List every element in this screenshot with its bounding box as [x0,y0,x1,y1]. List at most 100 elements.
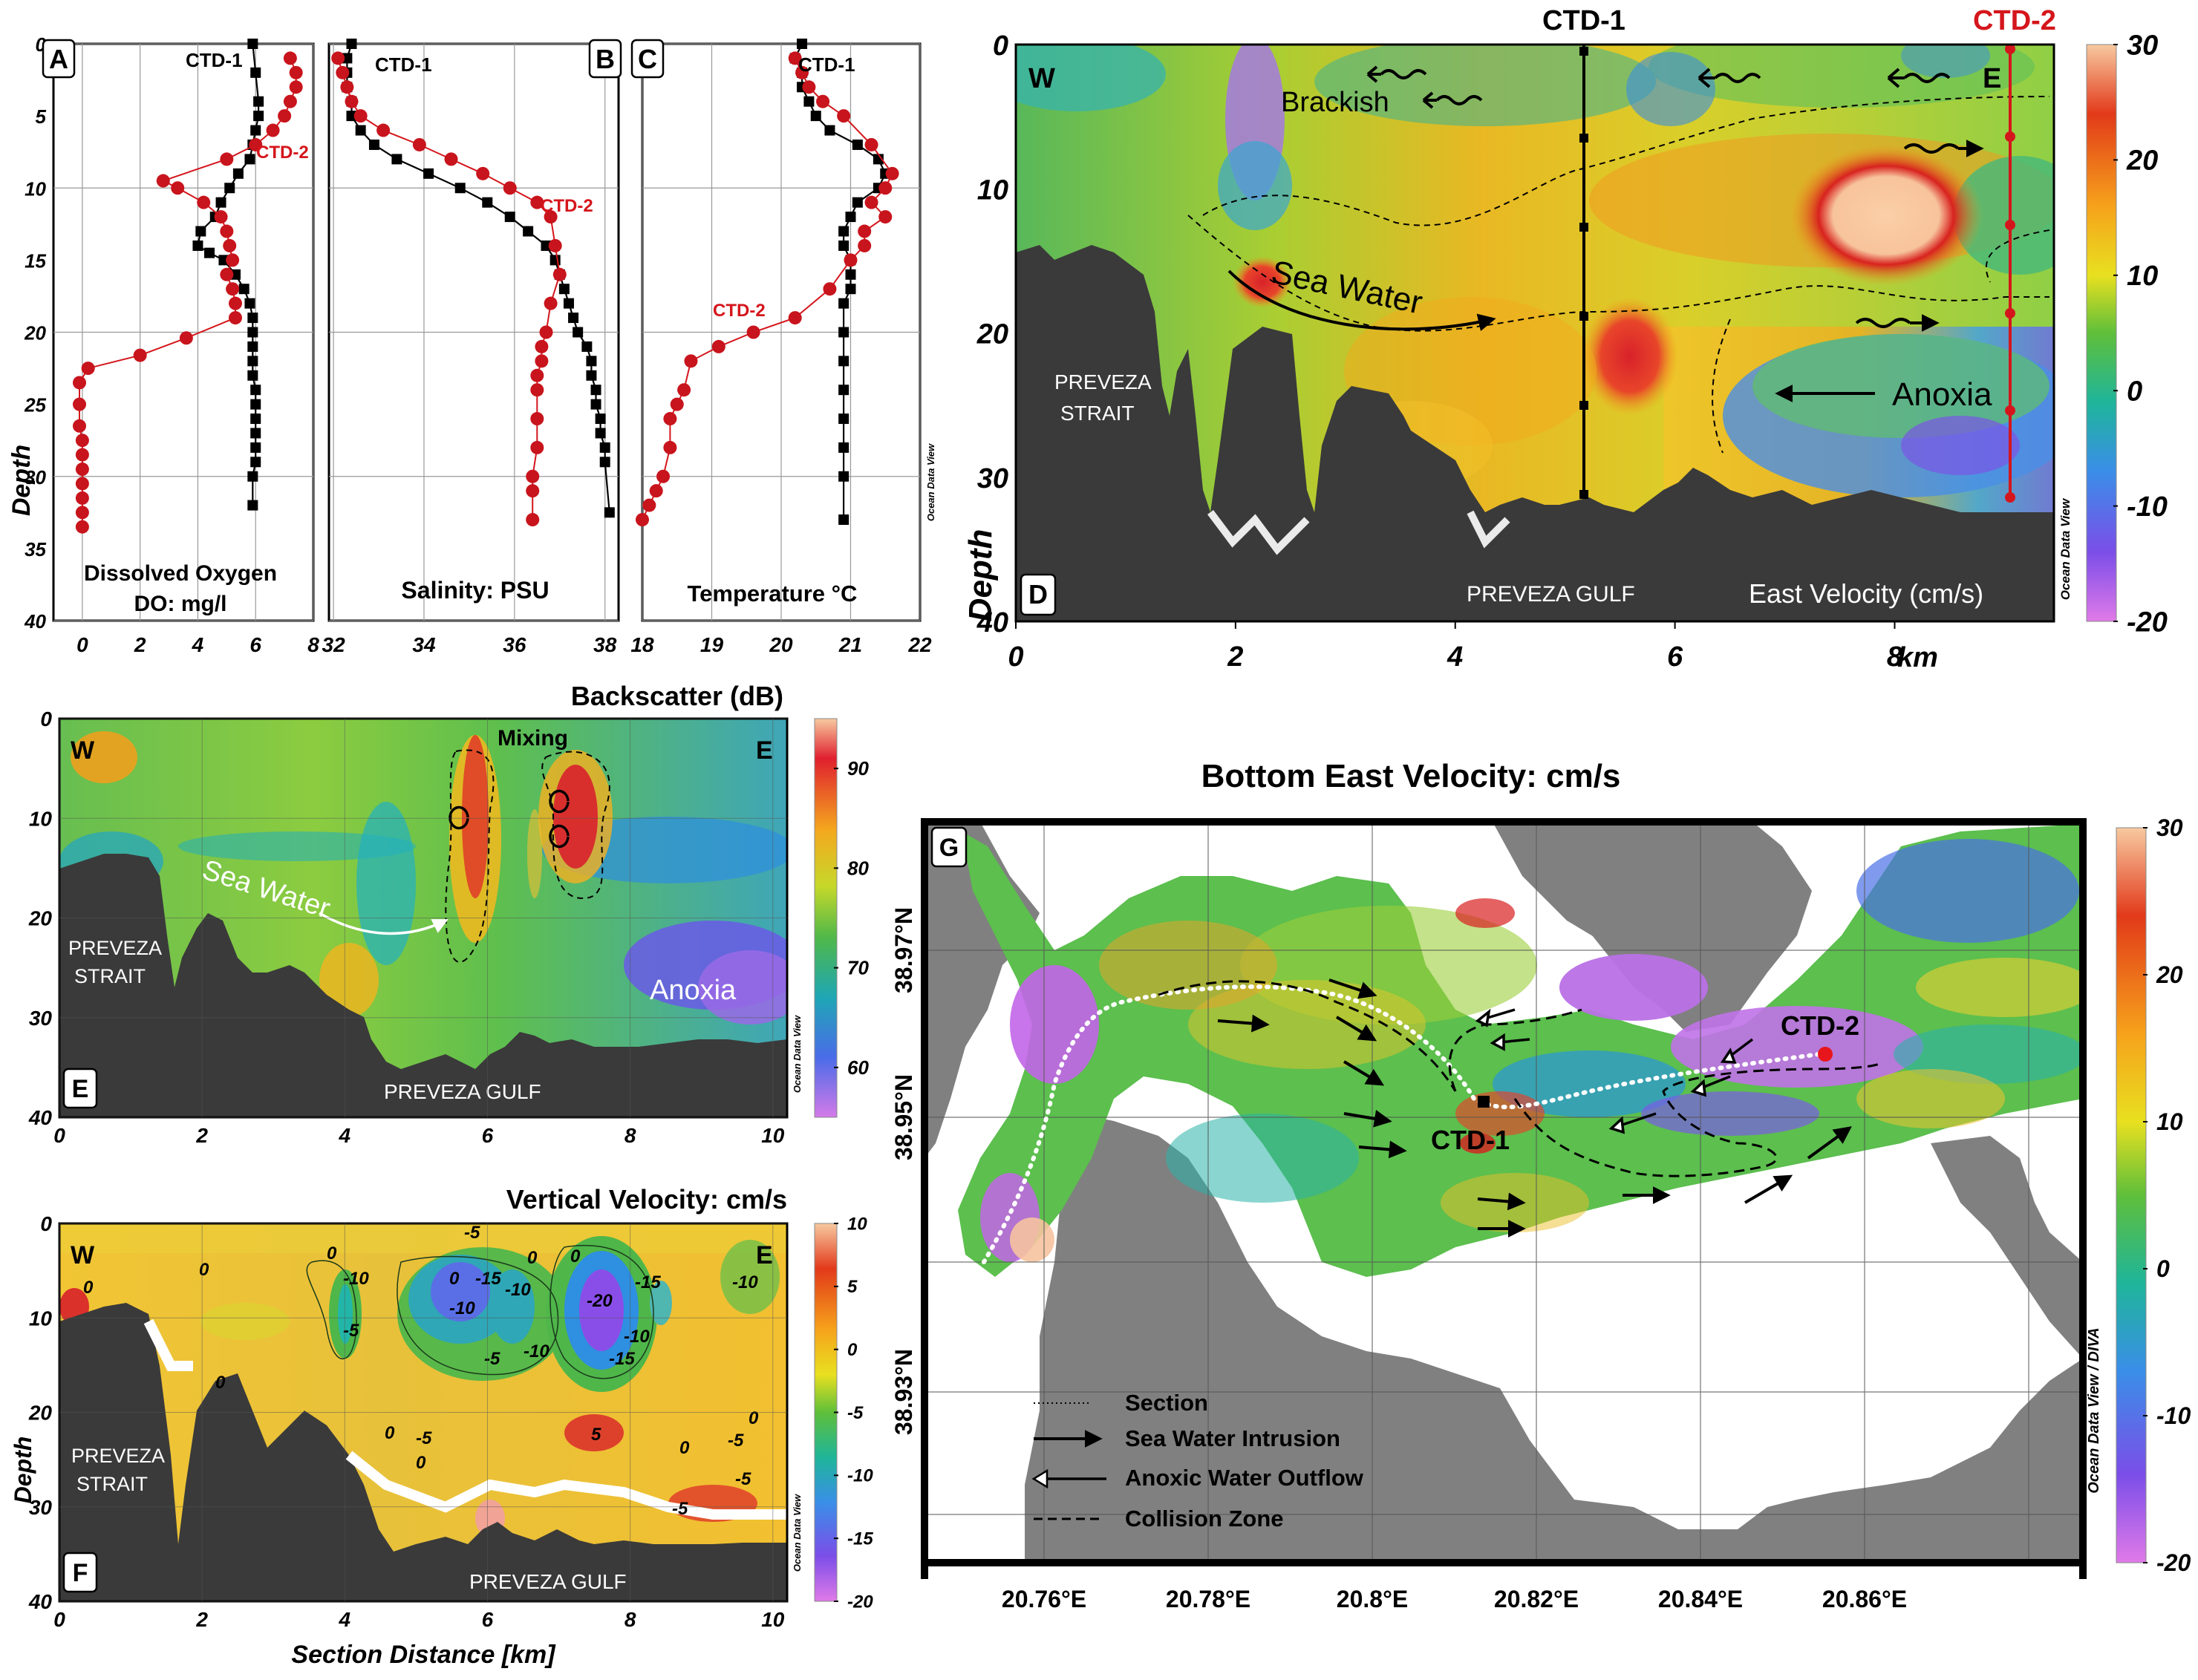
x-tick-label: 18 [630,633,654,656]
x-tick-label: 0 [76,633,88,656]
colorbar-tick-label: 80 [847,857,869,879]
panel-f-strait-line2: STRAIT [76,1473,148,1495]
data-point-ctd2 [670,397,684,411]
data-point-ctd1 [586,356,597,367]
contour-label: 5 [591,1425,601,1445]
panel-a-ctd2-label: CTD-2 [256,143,309,163]
panel-e-colorbar-ticks: 90 80 70 60 [834,757,869,1079]
panel-g-title: Bottom East Velocity: cm/s [1201,758,1621,794]
data-point-ctd2 [133,348,147,362]
data-point-ctd2 [229,311,242,325]
data-point-ctd1 [368,139,379,150]
map-legend: Section Sea Water Intrusion Anoxic Water… [1031,1390,1364,1532]
data-point-ctd2 [823,282,837,296]
data-point-ctd2 [816,94,830,108]
y-tick-label: 40 [24,610,46,633]
data-point-ctd1 [247,313,258,324]
data-point-ctd2 [223,238,237,252]
y-tick-label: 30 [977,463,1008,494]
data-point-ctd2 [220,267,234,281]
panel-d-strait-line2: STRAIT [1060,402,1135,425]
data-point-ctd2 [81,362,95,376]
panel-e-anoxia-label: Anoxia [650,975,737,1006]
x-tick-label: 20 [769,633,793,656]
panel-f-letter: F [73,1559,88,1587]
data-point-ctd2 [289,65,303,79]
data-point-ctd2 [711,339,725,353]
panel-f-gulf-label: PREVEZA GULF [469,1570,627,1593]
panel-e-bathymetry [59,854,787,1117]
data-point-ctd2 [677,383,691,397]
contour-label: 0 [385,1423,395,1443]
map-ctd1-marker [1478,1096,1490,1108]
contour-label: -15 [609,1349,635,1369]
data-point-ctd2 [376,123,391,137]
lon-tick-label: 20.78°E [1166,1586,1250,1612]
contour-label: -5 [728,1431,744,1451]
panel-d-tick-labels: 0 2 4 6 8 0 10 20 30 40 [976,30,1903,673]
data-point-ctd1 [838,327,849,338]
x-tick-label: 2 [134,633,146,656]
panel-d-ctd1-label: CTD-1 [1542,5,1625,36]
contour-label: -15 [475,1269,501,1289]
data-point-ctd2 [649,484,663,498]
x-tick-label: 8 [624,1608,636,1631]
data-point-ctd1 [595,414,606,425]
contour-label: -10 [524,1341,550,1362]
contour-label: -10 [624,1327,650,1347]
panel-d-colorbar [2086,44,2117,622]
panel-b-letter: B [596,44,615,74]
data-point-ctd1 [346,111,357,122]
x-tick-label: 0 [1008,641,1023,673]
data-point-ctd2 [75,520,89,534]
data-point-ctd1 [204,247,215,258]
colorbar-tick-label: 20 [2156,961,2183,988]
data-point-ctd2 [229,296,242,310]
data-point-ctd2 [75,491,89,505]
panel-d-xunit: km [1897,642,1938,673]
data-point-ctd1 [247,500,258,511]
data-point-ctd2 [526,469,540,483]
contour-label: -10 [732,1272,758,1292]
data-point-ctd2 [289,80,303,94]
data-point-ctd1 [838,442,849,453]
panel-c-letter-box [630,39,665,79]
panel-g-letter: G [939,834,959,862]
contour-label: 0 [527,1248,538,1268]
map-section-line [982,984,1822,1264]
data-point-ctd2 [636,513,649,527]
panel-d-ylabel: Depth [962,529,999,622]
data-point-ctd2 [663,440,677,454]
data-point-ctd2 [878,181,893,195]
colorbar-tick-label: -10 [847,1466,873,1486]
panel-f-contour-labels: 00 -10-5-15-10-10-50-10-20-15-10-15-50000… [83,1223,759,1519]
map-land-east [1931,1136,2083,1359]
colorbar-tick-label: -20 [2127,607,2168,638]
data-point-ctd2 [331,51,345,65]
data-point-ctd1 [573,327,584,338]
panel-d-e-label: E [1983,63,2001,94]
data-point-ctd1 [586,370,597,381]
x-tick-label: 21 [838,633,862,656]
data-point-ctd1 [550,255,561,266]
data-point-ctd2 [283,94,297,108]
panel-d-strait-line1: PREVEZA [1054,370,1152,393]
map-border-ticks [921,818,2087,1579]
data-point-ctd2 [266,123,280,137]
lon-tick-label: 20.82°E [1494,1586,1579,1612]
contour-label: 0 [449,1269,460,1289]
colorbar-tick-label: -5 [847,1403,864,1423]
contour-label: -10 [343,1269,369,1289]
data-point-ctd2 [548,238,562,252]
data-point-ctd2 [858,224,872,238]
panel-d: CTD-1 CTD-2 W E Brackish Sea Water Anoxi… [962,5,2168,673]
x-tick-label: 0 [53,1608,65,1631]
panel-c-letter: C [638,44,657,74]
colorbar-tick-label: 5 [847,1277,858,1297]
x-tick-label: 8 [1887,641,1903,673]
data-point-ctd2 [788,51,802,65]
data-point-ctd1 [824,125,835,136]
data-point-ctd2 [885,166,899,180]
